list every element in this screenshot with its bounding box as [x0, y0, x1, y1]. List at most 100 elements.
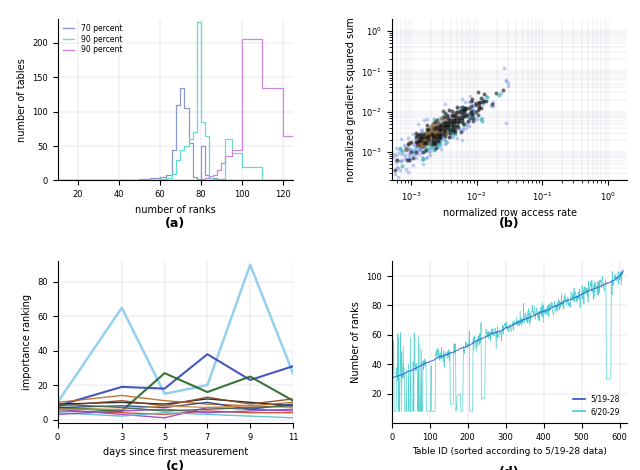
Title: (b): (b): [499, 217, 520, 230]
Point: [459, 112, 469, 120]
Point: [437, 122, 447, 129]
Point: [470, 108, 481, 115]
Point: [450, 129, 460, 136]
Point: [351, 187, 362, 194]
Point: [363, 176, 373, 183]
Point: [403, 144, 413, 151]
Point: [467, 97, 477, 105]
Point: [431, 130, 441, 137]
Point: [401, 145, 411, 153]
Point: [410, 144, 420, 151]
Point: [474, 104, 484, 112]
Point: [469, 100, 479, 108]
Point: [442, 123, 452, 130]
Point: [445, 133, 456, 141]
Point: [443, 118, 453, 126]
Point: [495, 89, 506, 97]
Point: [452, 114, 462, 122]
Point: [433, 137, 444, 144]
Point: [460, 98, 470, 106]
Point: [434, 131, 444, 139]
Point: [411, 154, 421, 161]
Point: [437, 127, 447, 135]
Point: [396, 135, 406, 143]
Point: [447, 126, 457, 133]
Point: [460, 111, 470, 118]
Point: [450, 111, 460, 119]
Y-axis label: normalized gradient squared sum: normalized gradient squared sum: [346, 17, 356, 182]
Point: [476, 94, 486, 102]
Point: [458, 125, 468, 132]
Point: [416, 145, 426, 153]
Point: [443, 122, 453, 130]
Point: [438, 121, 448, 128]
Point: [417, 140, 428, 147]
Point: [403, 150, 413, 158]
Point: [488, 102, 499, 110]
90 percent: [172, 178, 180, 183]
Point: [424, 135, 435, 142]
Point: [431, 137, 441, 144]
Point: [381, 164, 392, 172]
Point: [451, 119, 461, 126]
Point: [447, 112, 457, 120]
Point: [383, 154, 394, 162]
Point: [392, 157, 403, 164]
Point: [441, 128, 451, 136]
Point: [411, 144, 421, 151]
Point: [477, 97, 488, 104]
Point: [435, 130, 445, 138]
Point: [437, 130, 447, 138]
Point: [417, 137, 428, 144]
Point: [458, 119, 468, 126]
Point: [420, 135, 430, 142]
Point: [372, 164, 382, 172]
Point: [441, 120, 451, 127]
Point: [422, 116, 433, 123]
Point: [419, 155, 429, 162]
Point: [419, 140, 429, 148]
Point: [431, 116, 442, 124]
Point: [428, 133, 438, 140]
Point: [448, 127, 458, 135]
Point: [464, 104, 474, 112]
Point: [456, 114, 466, 122]
Point: [414, 146, 424, 154]
Point: [417, 134, 428, 142]
Point: [478, 95, 488, 103]
Point: [449, 121, 460, 128]
Point: [390, 156, 401, 164]
Point: [458, 108, 468, 116]
Point: [433, 132, 443, 139]
Point: [441, 120, 451, 128]
X-axis label: Table ID (sorted according to 5/19-28 data): Table ID (sorted according to 5/19-28 da…: [412, 447, 607, 456]
Point: [404, 154, 414, 162]
Point: [365, 174, 375, 181]
Point: [438, 125, 448, 132]
Point: [412, 132, 422, 139]
Point: [461, 104, 471, 111]
Point: [460, 106, 470, 113]
Y-axis label: number of tables: number of tables: [17, 58, 27, 141]
Point: [503, 79, 513, 87]
Point: [420, 138, 430, 146]
Point: [431, 144, 441, 152]
Point: [471, 108, 481, 115]
Point: [423, 132, 433, 139]
Point: [429, 126, 439, 133]
Point: [447, 119, 458, 127]
Point: [447, 111, 457, 119]
Point: [429, 141, 439, 149]
Point: [417, 142, 428, 149]
Point: [433, 120, 443, 128]
Point: [390, 144, 401, 151]
Point: [399, 141, 410, 149]
Point: [432, 134, 442, 141]
Point: [449, 118, 459, 125]
Point: [414, 145, 424, 153]
Point: [449, 122, 460, 129]
Point: [376, 165, 387, 173]
Line: 90 percent: 90 percent: [58, 22, 293, 180]
Point: [415, 137, 426, 144]
Point: [426, 123, 436, 131]
